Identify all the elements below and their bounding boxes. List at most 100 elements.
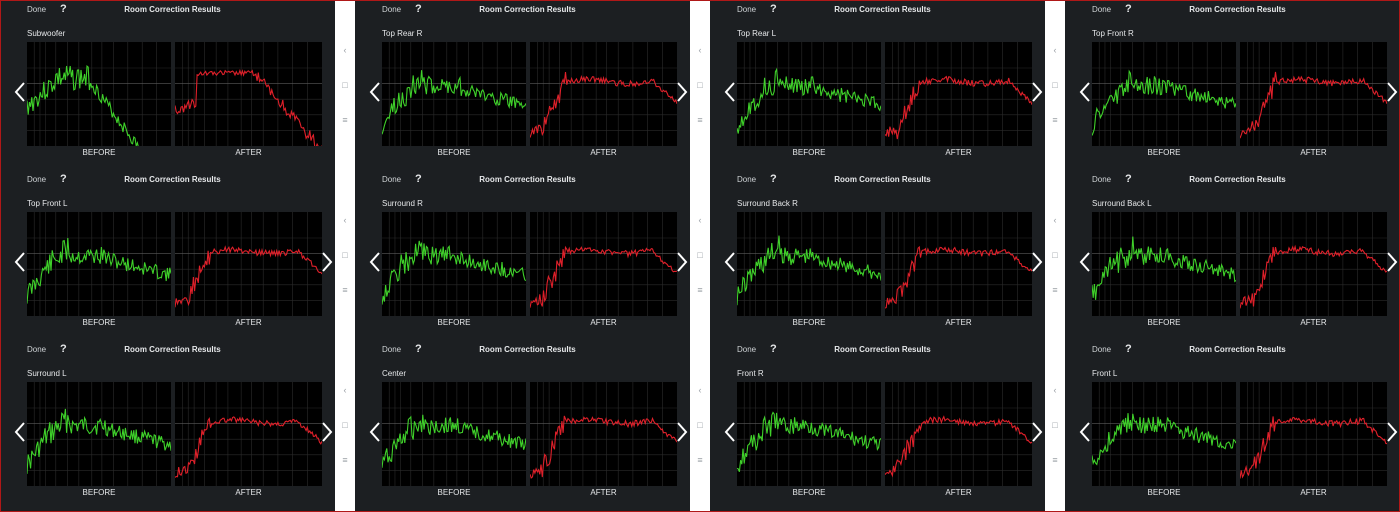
after-graph	[885, 212, 1032, 316]
done-button[interactable]: Done	[737, 175, 757, 184]
system-back-icon[interactable]: ‹	[698, 215, 702, 225]
after-graph	[1240, 42, 1387, 146]
before-label: BEFORE	[82, 318, 116, 327]
system-back-icon[interactable]: ‹	[1053, 215, 1057, 225]
system-menu-icon[interactable]: ≡	[342, 455, 348, 465]
next-arrow-icon[interactable]	[1384, 80, 1400, 104]
before-response-curve	[1092, 413, 1236, 466]
done-button[interactable]: Done	[27, 175, 47, 184]
before-response-curve	[27, 237, 171, 304]
system-home-icon[interactable]: □	[697, 250, 703, 260]
system-home-icon[interactable]: □	[1052, 250, 1058, 260]
room-correction-panel: Done ? Room Correction Results Front R B…	[710, 340, 1045, 510]
system-back-icon[interactable]: ‹	[1053, 45, 1057, 55]
previous-arrow-icon[interactable]	[12, 420, 28, 444]
next-arrow-icon[interactable]	[319, 250, 335, 274]
after-label: AFTER	[1300, 148, 1327, 157]
speaker-name: Surround Back L	[1092, 199, 1152, 208]
done-button[interactable]: Done	[1092, 345, 1112, 354]
after-response-curve	[530, 415, 677, 479]
system-home-icon[interactable]: □	[1052, 80, 1058, 90]
system-back-icon[interactable]: ‹	[1053, 385, 1057, 395]
before-label: BEFORE	[792, 148, 826, 157]
previous-arrow-icon[interactable]	[367, 80, 383, 104]
system-menu-icon[interactable]: ≡	[1052, 455, 1058, 465]
help-icon[interactable]: ?	[415, 343, 422, 355]
system-back-icon[interactable]: ‹	[343, 45, 347, 55]
system-back-icon[interactable]: ‹	[343, 215, 347, 225]
after-label: AFTER	[590, 488, 617, 497]
system-home-icon[interactable]: □	[697, 80, 703, 90]
system-home-icon[interactable]: □	[342, 250, 348, 260]
previous-arrow-icon[interactable]	[722, 80, 738, 104]
panel-header: Done ? Room Correction Results	[355, 340, 690, 362]
system-home-icon[interactable]: □	[697, 420, 703, 430]
next-arrow-icon[interactable]	[674, 420, 690, 444]
room-correction-panel: Done ? Room Correction Results Surround …	[355, 170, 690, 340]
system-back-icon[interactable]: ‹	[698, 385, 702, 395]
previous-arrow-icon[interactable]	[12, 250, 28, 274]
next-arrow-icon[interactable]	[1384, 420, 1400, 444]
previous-arrow-icon[interactable]	[12, 80, 28, 104]
help-icon[interactable]: ?	[770, 3, 777, 15]
system-home-icon[interactable]: □	[1052, 420, 1058, 430]
before-response-curve	[382, 240, 526, 305]
speaker-name: Top Front R	[1092, 29, 1134, 38]
next-arrow-icon[interactable]	[1029, 250, 1045, 274]
done-button[interactable]: Done	[382, 345, 402, 354]
after-response-curve	[175, 245, 322, 308]
next-arrow-icon[interactable]	[1384, 250, 1400, 274]
help-icon[interactable]: ?	[60, 343, 67, 355]
system-back-icon[interactable]: ‹	[343, 385, 347, 395]
system-menu-icon[interactable]: ≡	[697, 285, 703, 295]
system-menu-icon[interactable]: ≡	[342, 285, 348, 295]
after-response-curve	[175, 68, 322, 146]
help-icon[interactable]: ?	[1125, 173, 1132, 185]
done-button[interactable]: Done	[1092, 175, 1112, 184]
help-icon[interactable]: ?	[60, 173, 67, 185]
done-button[interactable]: Done	[382, 5, 402, 14]
app-screen-column: Done ? Room Correction Results Top Rear …	[710, 0, 1045, 512]
done-button[interactable]: Done	[737, 345, 757, 354]
previous-arrow-icon[interactable]	[1077, 250, 1093, 274]
speaker-name: Surround Back R	[737, 199, 798, 208]
previous-arrow-icon[interactable]	[1077, 80, 1093, 104]
next-arrow-icon[interactable]	[674, 250, 690, 274]
before-graph	[382, 42, 526, 146]
help-icon[interactable]: ?	[770, 173, 777, 185]
help-icon[interactable]: ?	[415, 3, 422, 15]
previous-arrow-icon[interactable]	[722, 420, 738, 444]
system-back-icon[interactable]: ‹	[698, 45, 702, 55]
before-graph	[382, 382, 526, 486]
previous-arrow-icon[interactable]	[722, 250, 738, 274]
system-home-icon[interactable]: □	[342, 80, 348, 90]
done-button[interactable]: Done	[1092, 5, 1112, 14]
help-icon[interactable]: ?	[415, 173, 422, 185]
previous-arrow-icon[interactable]	[367, 420, 383, 444]
help-icon[interactable]: ?	[60, 3, 67, 15]
after-label: AFTER	[235, 148, 262, 157]
after-response-curve	[885, 75, 1032, 140]
next-arrow-icon[interactable]	[674, 80, 690, 104]
system-menu-icon[interactable]: ≡	[342, 115, 348, 125]
done-button[interactable]: Done	[382, 175, 402, 184]
before-graph	[1092, 212, 1236, 316]
next-arrow-icon[interactable]	[319, 420, 335, 444]
done-button[interactable]: Done	[27, 5, 47, 14]
system-menu-icon[interactable]: ≡	[697, 115, 703, 125]
next-arrow-icon[interactable]	[1029, 420, 1045, 444]
help-icon[interactable]: ?	[1125, 3, 1132, 15]
system-menu-icon[interactable]: ≡	[1052, 115, 1058, 125]
help-icon[interactable]: ?	[770, 343, 777, 355]
system-home-icon[interactable]: □	[342, 420, 348, 430]
previous-arrow-icon[interactable]	[1077, 420, 1093, 444]
help-icon[interactable]: ?	[1125, 343, 1132, 355]
before-label: BEFORE	[1147, 488, 1181, 497]
done-button[interactable]: Done	[27, 345, 47, 354]
previous-arrow-icon[interactable]	[367, 250, 383, 274]
system-menu-icon[interactable]: ≡	[697, 455, 703, 465]
done-button[interactable]: Done	[737, 5, 757, 14]
next-arrow-icon[interactable]	[1029, 80, 1045, 104]
before-label: BEFORE	[792, 488, 826, 497]
system-menu-icon[interactable]: ≡	[1052, 285, 1058, 295]
